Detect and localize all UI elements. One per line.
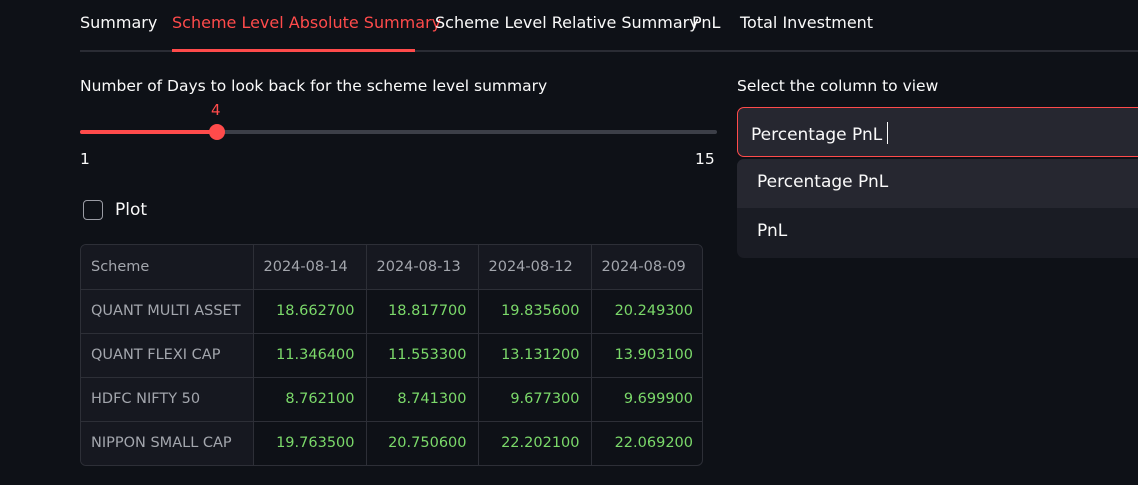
- table-header-row: Scheme 2024-08-14 2024-08-13 2024-08-12 …: [81, 245, 702, 290]
- value-cell: 11.553300: [366, 333, 479, 378]
- tab-scheme-level-absolute-summary[interactable]: Scheme Level Absolute Summary: [172, 13, 442, 32]
- value-cell: 20.750600: [366, 421, 479, 465]
- slider-label: Number of Days to look back for the sche…: [80, 77, 548, 95]
- value-cell: 19.835600: [478, 289, 592, 334]
- active-tab-indicator: [172, 49, 415, 52]
- scheme-summary-table: Scheme 2024-08-14 2024-08-13 2024-08-12 …: [80, 244, 703, 466]
- slider-track[interactable]: [80, 130, 717, 134]
- value-cell: 13.131200: [478, 333, 592, 378]
- value-cell: 20.249300: [591, 289, 702, 334]
- scheme-name-cell: QUANT FLEXI CAP: [81, 333, 254, 378]
- table-row: NIPPON SMALL CAP 19.763500 20.750600 22.…: [81, 421, 702, 465]
- column-header-scheme[interactable]: Scheme: [81, 245, 254, 290]
- plot-checkbox-label[interactable]: Plot: [115, 200, 148, 220]
- table-row: QUANT MULTI ASSET 18.662700 18.817700 19…: [81, 289, 702, 334]
- tab-bar: Summary Scheme Level Absolute Summary Sc…: [80, 0, 1138, 52]
- value-cell: 8.741300: [366, 377, 479, 422]
- value-cell: 18.817700: [366, 289, 479, 334]
- value-cell: 11.346400: [253, 333, 367, 378]
- table-row: HDFC NIFTY 50 8.762100 8.741300 9.677300…: [81, 377, 702, 422]
- value-cell: 22.202100: [478, 421, 592, 465]
- slider-min-label: 1: [80, 150, 90, 168]
- column-header-date[interactable]: 2024-08-14: [253, 245, 367, 290]
- slider-thumb[interactable]: [209, 124, 225, 140]
- column-header-date[interactable]: 2024-08-09: [591, 245, 702, 290]
- tab-pnl[interactable]: PnL: [692, 13, 721, 32]
- value-cell: 8.762100: [253, 377, 367, 422]
- column-select-input[interactable]: Percentage PnL: [737, 107, 1138, 157]
- value-cell: 19.763500: [253, 421, 367, 465]
- value-cell: 9.677300: [478, 377, 592, 422]
- column-header-date[interactable]: 2024-08-13: [366, 245, 479, 290]
- text-cursor: [887, 122, 889, 144]
- scheme-name-cell: HDFC NIFTY 50: [81, 377, 254, 422]
- scheme-name-cell: NIPPON SMALL CAP: [81, 421, 254, 465]
- slider-fill: [80, 130, 217, 134]
- dropdown-option-pnl[interactable]: PnL: [757, 221, 788, 241]
- value-cell: 18.662700: [253, 289, 367, 334]
- select-value-text: Percentage PnL: [751, 125, 883, 145]
- table-row: QUANT FLEXI CAP 11.346400 11.553300 13.1…: [81, 333, 702, 378]
- column-select-label: Select the column to view: [737, 77, 939, 95]
- plot-checkbox[interactable]: [83, 200, 103, 220]
- dropdown-option-percentage-pnl[interactable]: Percentage PnL: [737, 159, 1138, 208]
- slider-value: 4: [211, 101, 221, 119]
- value-cell: 13.903100: [591, 333, 702, 378]
- select-dropdown-menu: Percentage PnL PnL: [737, 159, 1138, 258]
- tab-summary[interactable]: Summary: [80, 13, 158, 32]
- scheme-name-cell: QUANT MULTI ASSET: [81, 289, 254, 334]
- value-cell: 22.069200: [614, 435, 693, 452]
- tab-scheme-level-relative-summary[interactable]: Scheme Level Relative Summary: [435, 13, 699, 32]
- select-current-value: Percentage PnL: [751, 122, 889, 145]
- column-header-date[interactable]: 2024-08-12: [478, 245, 592, 290]
- tab-total-investment[interactable]: Total Investment: [740, 13, 874, 32]
- value-cell: 9.699900: [591, 377, 702, 422]
- slider-max-label: 15: [695, 150, 715, 168]
